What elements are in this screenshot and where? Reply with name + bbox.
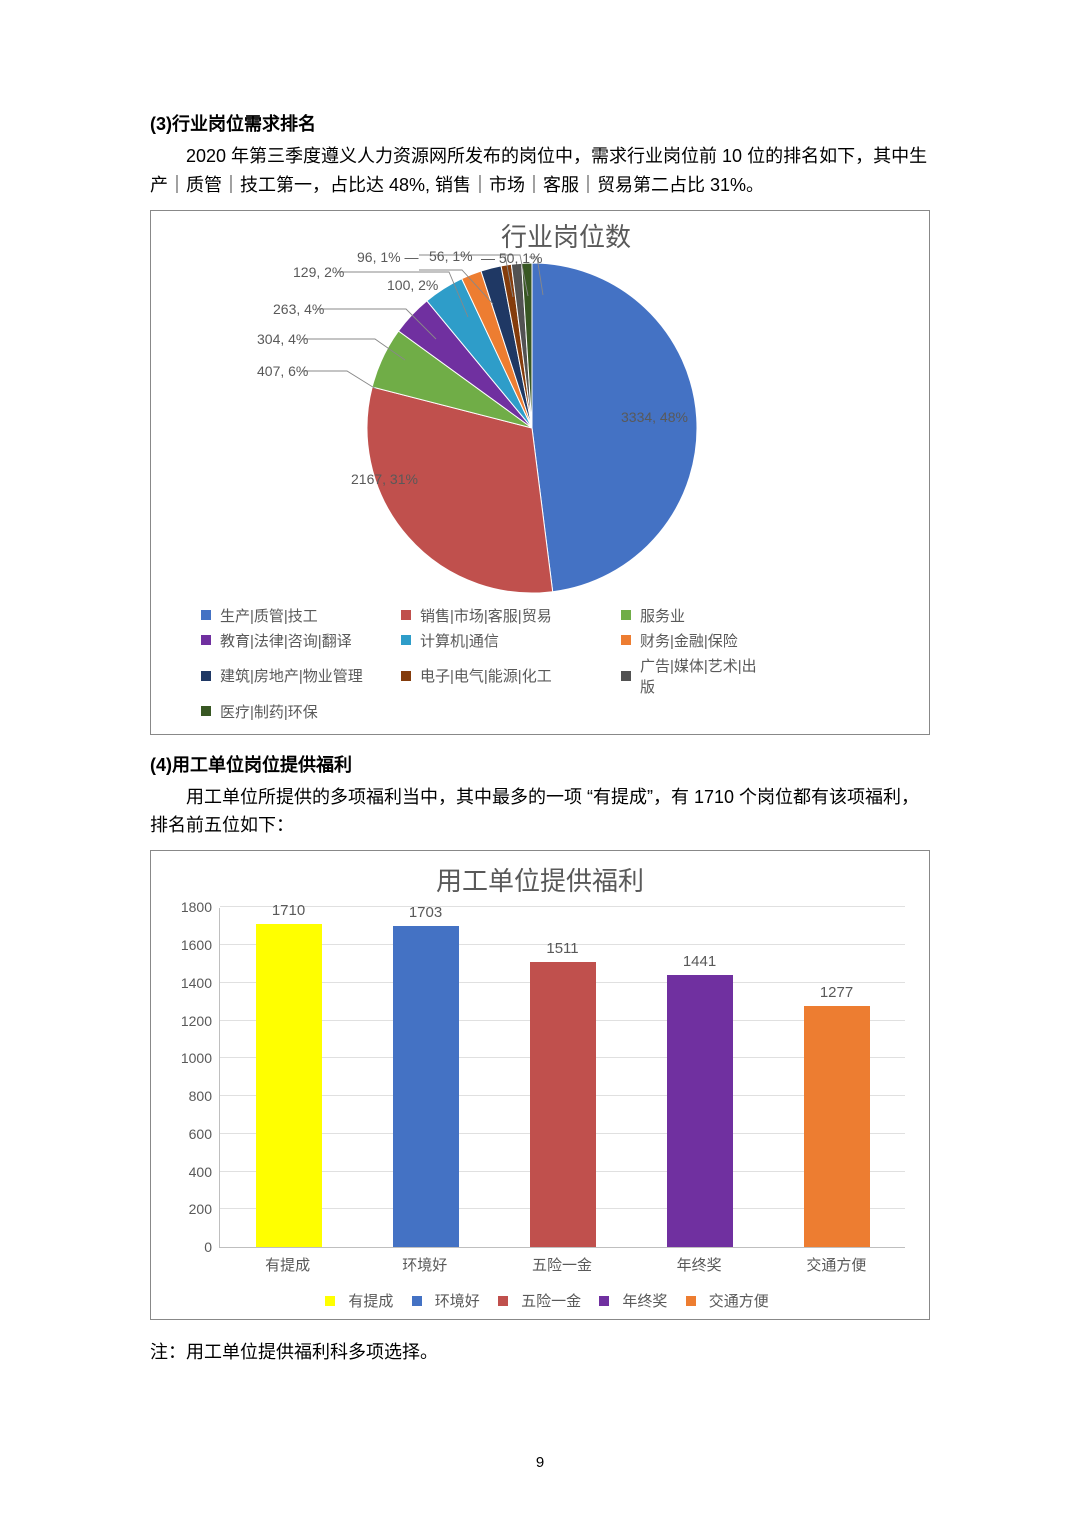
pie-legend-item: 生产|质管|技工 — [201, 605, 401, 626]
pie-legend-item: 广告|媒体|艺术|出版 — [621, 655, 771, 697]
legend-label: 五险一金 — [517, 1293, 585, 1310]
page-number: 9 — [150, 1454, 930, 1471]
bar-category-label: 五险一金 — [502, 1254, 622, 1275]
legend-label: 环境好 — [431, 1293, 484, 1310]
legend-swatch — [201, 610, 211, 620]
pie-chart-box: 行业岗位数 3334, 48%2167, 31%407, 6%304, 4%26… — [150, 210, 930, 735]
y-tick-label: 800 — [170, 1088, 212, 1104]
pie-slice-label: 96, 1% — — [357, 249, 418, 265]
y-tick-label: 0 — [170, 1239, 212, 1255]
pie-legend-item: 建筑|房地产|物业管理 — [201, 655, 401, 697]
bar-value-label: 1277 — [787, 984, 887, 1001]
bar: 1441 — [667, 975, 733, 1247]
legend-label: 有提成 — [344, 1293, 397, 1310]
bar-category-label: 交通方便 — [776, 1254, 896, 1275]
legend-swatch — [401, 610, 411, 620]
pie-legend-item: 教育|法律|咨询|翻译 — [201, 630, 401, 651]
bar-value-label: 1710 — [239, 902, 339, 919]
pie-slice-label: 407, 6% — [257, 363, 308, 379]
bar: 1703 — [393, 926, 459, 1248]
y-tick-label: 1400 — [170, 975, 212, 991]
bar-value-label: 1441 — [650, 953, 750, 970]
legend-swatch — [686, 1296, 696, 1306]
legend-label: 生产|质管|技工 — [220, 605, 318, 626]
legend-swatch — [201, 635, 211, 645]
legend-swatch — [401, 635, 411, 645]
footnote: 注：用工单位提供福利科多项选择。 — [150, 1338, 930, 1364]
legend-swatch — [621, 635, 631, 645]
pie-legend-item: 财务|金融|保险 — [621, 630, 771, 651]
legend-label: 年终奖 — [618, 1293, 671, 1310]
bar: 1511 — [530, 962, 596, 1247]
bar-legend: 有提成 环境好 五险一金 年终奖 交通方便 — [165, 1290, 915, 1311]
pie-chart-canvas — [367, 263, 697, 593]
y-tick-label: 600 — [170, 1126, 212, 1142]
bar-chart-box: 用工单位提供福利 0200400600800100012001400160018… — [150, 850, 930, 1320]
pie-legend-item: 服务业 — [621, 605, 771, 626]
legend-swatch — [498, 1296, 508, 1306]
pie-legend: 生产|质管|技工 销售|市场|客服|贸易 服务业教育|法律|咨询|翻译 计算机|通信 财… — [201, 605, 915, 722]
bar-chart-title: 用工单位提供福利 — [165, 861, 915, 898]
y-tick-label: 1000 — [170, 1050, 212, 1066]
section4-heading: (4)用工单位岗位提供福利 — [150, 751, 930, 777]
y-tick-label: 1600 — [170, 937, 212, 953]
bar-value-label: 1703 — [376, 904, 476, 921]
pie-legend-item: 销售|市场|客服|贸易 — [401, 605, 621, 626]
section4-body: 用工单位所提供的多项福利当中，其中最多的一项 “有提成”，有 1710 个岗位都… — [150, 783, 930, 841]
legend-swatch — [201, 706, 211, 716]
legend-label: 服务业 — [640, 605, 685, 626]
bar-category-label: 环境好 — [365, 1254, 485, 1275]
pie-legend-item: 计算机|通信 — [401, 630, 621, 651]
pie-slice-label: 129, 2% — [293, 264, 344, 280]
legend-swatch — [621, 610, 631, 620]
bar-value-label: 1511 — [513, 940, 613, 957]
pie-slice-label: — 50, 1% — [481, 250, 542, 266]
bar: 1710 — [256, 924, 322, 1247]
legend-swatch — [201, 671, 211, 681]
pie-slice — [532, 263, 697, 592]
bar-x-categories: 有提成环境好五险一金年终奖交通方便 — [219, 1248, 905, 1276]
legend-label: 医疗|制药|环保 — [220, 701, 318, 722]
bar-category-label: 有提成 — [228, 1254, 348, 1275]
legend-label: 交通方便 — [705, 1293, 769, 1310]
pie-legend-item: 医疗|制药|环保 — [201, 701, 401, 722]
legend-swatch — [412, 1296, 422, 1306]
pie-legend-item: 电子|电气|能源|化工 — [401, 655, 621, 697]
legend-label: 计算机|通信 — [420, 630, 499, 651]
section3-heading: (3)行业岗位需求排名 — [150, 110, 930, 136]
legend-label: 财务|金融|保险 — [640, 630, 738, 651]
y-tick-label: 1800 — [170, 899, 212, 915]
bar-chart-plot: 0200400600800100012001400160018001710170… — [219, 908, 905, 1248]
legend-swatch — [599, 1296, 609, 1306]
legend-label: 电子|电气|能源|化工 — [420, 665, 552, 686]
legend-label: 教育|法律|咨询|翻译 — [220, 630, 352, 651]
pie-slice-label: 263, 4% — [273, 301, 324, 317]
legend-swatch — [621, 671, 631, 681]
legend-label: 建筑|房地产|物业管理 — [220, 665, 363, 686]
pie-slice-label: 304, 4% — [257, 331, 308, 347]
pie-slice-label: 100, 2% — [387, 277, 438, 293]
legend-label: 销售|市场|客服|贸易 — [420, 605, 552, 626]
legend-label: 广告|媒体|艺术|出版 — [640, 655, 771, 697]
pie-slice-label: 3334, 48% — [621, 409, 688, 425]
y-tick-label: 200 — [170, 1201, 212, 1217]
section3-body: 2020 年第三季度遵义人力资源网所发布的岗位中，需求行业岗位前 10 位的排名… — [150, 142, 930, 200]
bar: 1277 — [804, 1006, 870, 1247]
y-tick-label: 1200 — [170, 1013, 212, 1029]
pie-slice-label: 56, 1% — [429, 248, 473, 264]
bar-category-label: 年终奖 — [639, 1254, 759, 1275]
legend-swatch — [325, 1296, 335, 1306]
y-tick-label: 400 — [170, 1164, 212, 1180]
legend-swatch — [401, 671, 411, 681]
pie-slice-label: 2167, 31% — [351, 471, 418, 487]
